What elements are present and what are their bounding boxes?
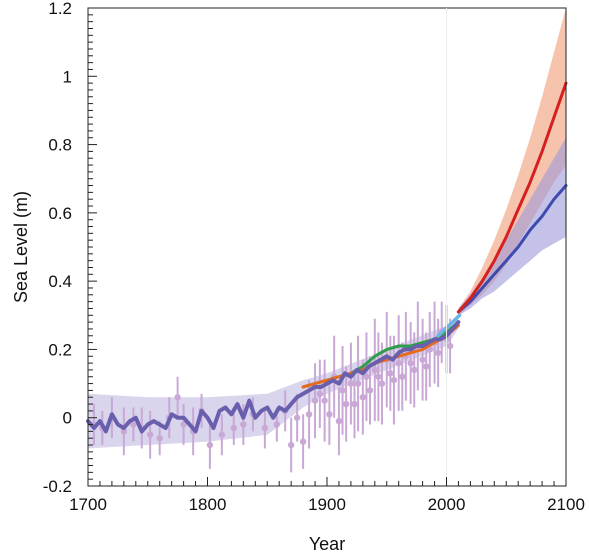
x-axis-ticks: 1700 1800 1900 2000 2100 xyxy=(69,477,585,514)
series-lines xyxy=(86,81,568,434)
paleo-point xyxy=(335,417,343,425)
paleo-point xyxy=(342,400,350,408)
x-tick-label: 1700 xyxy=(69,495,107,514)
paleo-data-points xyxy=(90,301,454,473)
y-axis-title: Sea Level (m) xyxy=(11,191,31,303)
paleo-point xyxy=(130,421,137,428)
paleo-point xyxy=(375,373,382,380)
paleo-point xyxy=(299,438,307,445)
paleo-point xyxy=(293,414,301,421)
paleo-point xyxy=(287,441,295,449)
x-tick-label: 2000 xyxy=(428,495,466,514)
paleo-point xyxy=(378,380,386,387)
x-tick-label: 1800 xyxy=(189,495,227,514)
paleo-point xyxy=(419,356,426,363)
y-tick-label: 0 xyxy=(63,409,72,428)
paleo-point xyxy=(206,441,214,449)
paleo-point xyxy=(240,421,247,428)
paleo-point xyxy=(347,380,355,387)
y-tick-label: 1 xyxy=(63,67,72,86)
paleo-point xyxy=(230,424,237,432)
paleo-point xyxy=(218,431,226,438)
x-tick-label: 2100 xyxy=(547,495,585,514)
paleo-point xyxy=(305,411,313,418)
paleo-point xyxy=(407,359,414,367)
paleo-point xyxy=(174,394,181,401)
paleo-point xyxy=(316,390,324,398)
paleo-point xyxy=(399,373,406,380)
paleo-point xyxy=(422,363,430,370)
satellite-line xyxy=(436,313,462,338)
paleo-point xyxy=(146,431,154,438)
paleo-point xyxy=(156,435,163,442)
y-tick-label: 0.2 xyxy=(48,340,72,359)
y-tick-label: 0.6 xyxy=(48,204,72,223)
paleo-point xyxy=(180,421,187,428)
x-tick-label: 1900 xyxy=(308,495,346,514)
y-tick-label: 0.8 xyxy=(48,136,72,155)
paleo-point xyxy=(371,366,378,374)
paleo-point xyxy=(390,376,398,384)
paleo-point xyxy=(446,342,454,350)
paleo-point xyxy=(311,397,319,404)
y-tick-label: 0.4 xyxy=(48,272,72,291)
paleo-point xyxy=(366,387,374,394)
y-tick-label: 1.2 xyxy=(48,0,72,18)
paleo-point xyxy=(326,411,333,418)
paleo-point xyxy=(359,394,367,401)
high-scenario-line xyxy=(456,81,568,314)
low-scenario-line xyxy=(456,184,568,314)
paleo-point xyxy=(387,370,394,377)
x-axis-title: Year xyxy=(309,534,345,554)
y-axis-ticks: -0.2 0 0.2 0.4 0.6 0.8 1 1.2 xyxy=(43,0,97,496)
reconstruction-line xyxy=(86,320,461,434)
paleo-point xyxy=(339,387,346,394)
reconstruction-uncertainty-band xyxy=(88,315,459,449)
paleo-point xyxy=(411,366,418,374)
paleo-point xyxy=(273,421,281,428)
paleo-point xyxy=(354,380,362,387)
paleo-point xyxy=(351,400,358,408)
paleo-point xyxy=(261,424,269,432)
paleo-point xyxy=(120,428,128,435)
paleo-point xyxy=(363,373,370,380)
y-tick-label: -0.2 xyxy=(43,477,72,496)
paleo-point xyxy=(434,349,442,357)
paleo-point xyxy=(395,359,402,367)
paleo-point xyxy=(321,397,328,404)
